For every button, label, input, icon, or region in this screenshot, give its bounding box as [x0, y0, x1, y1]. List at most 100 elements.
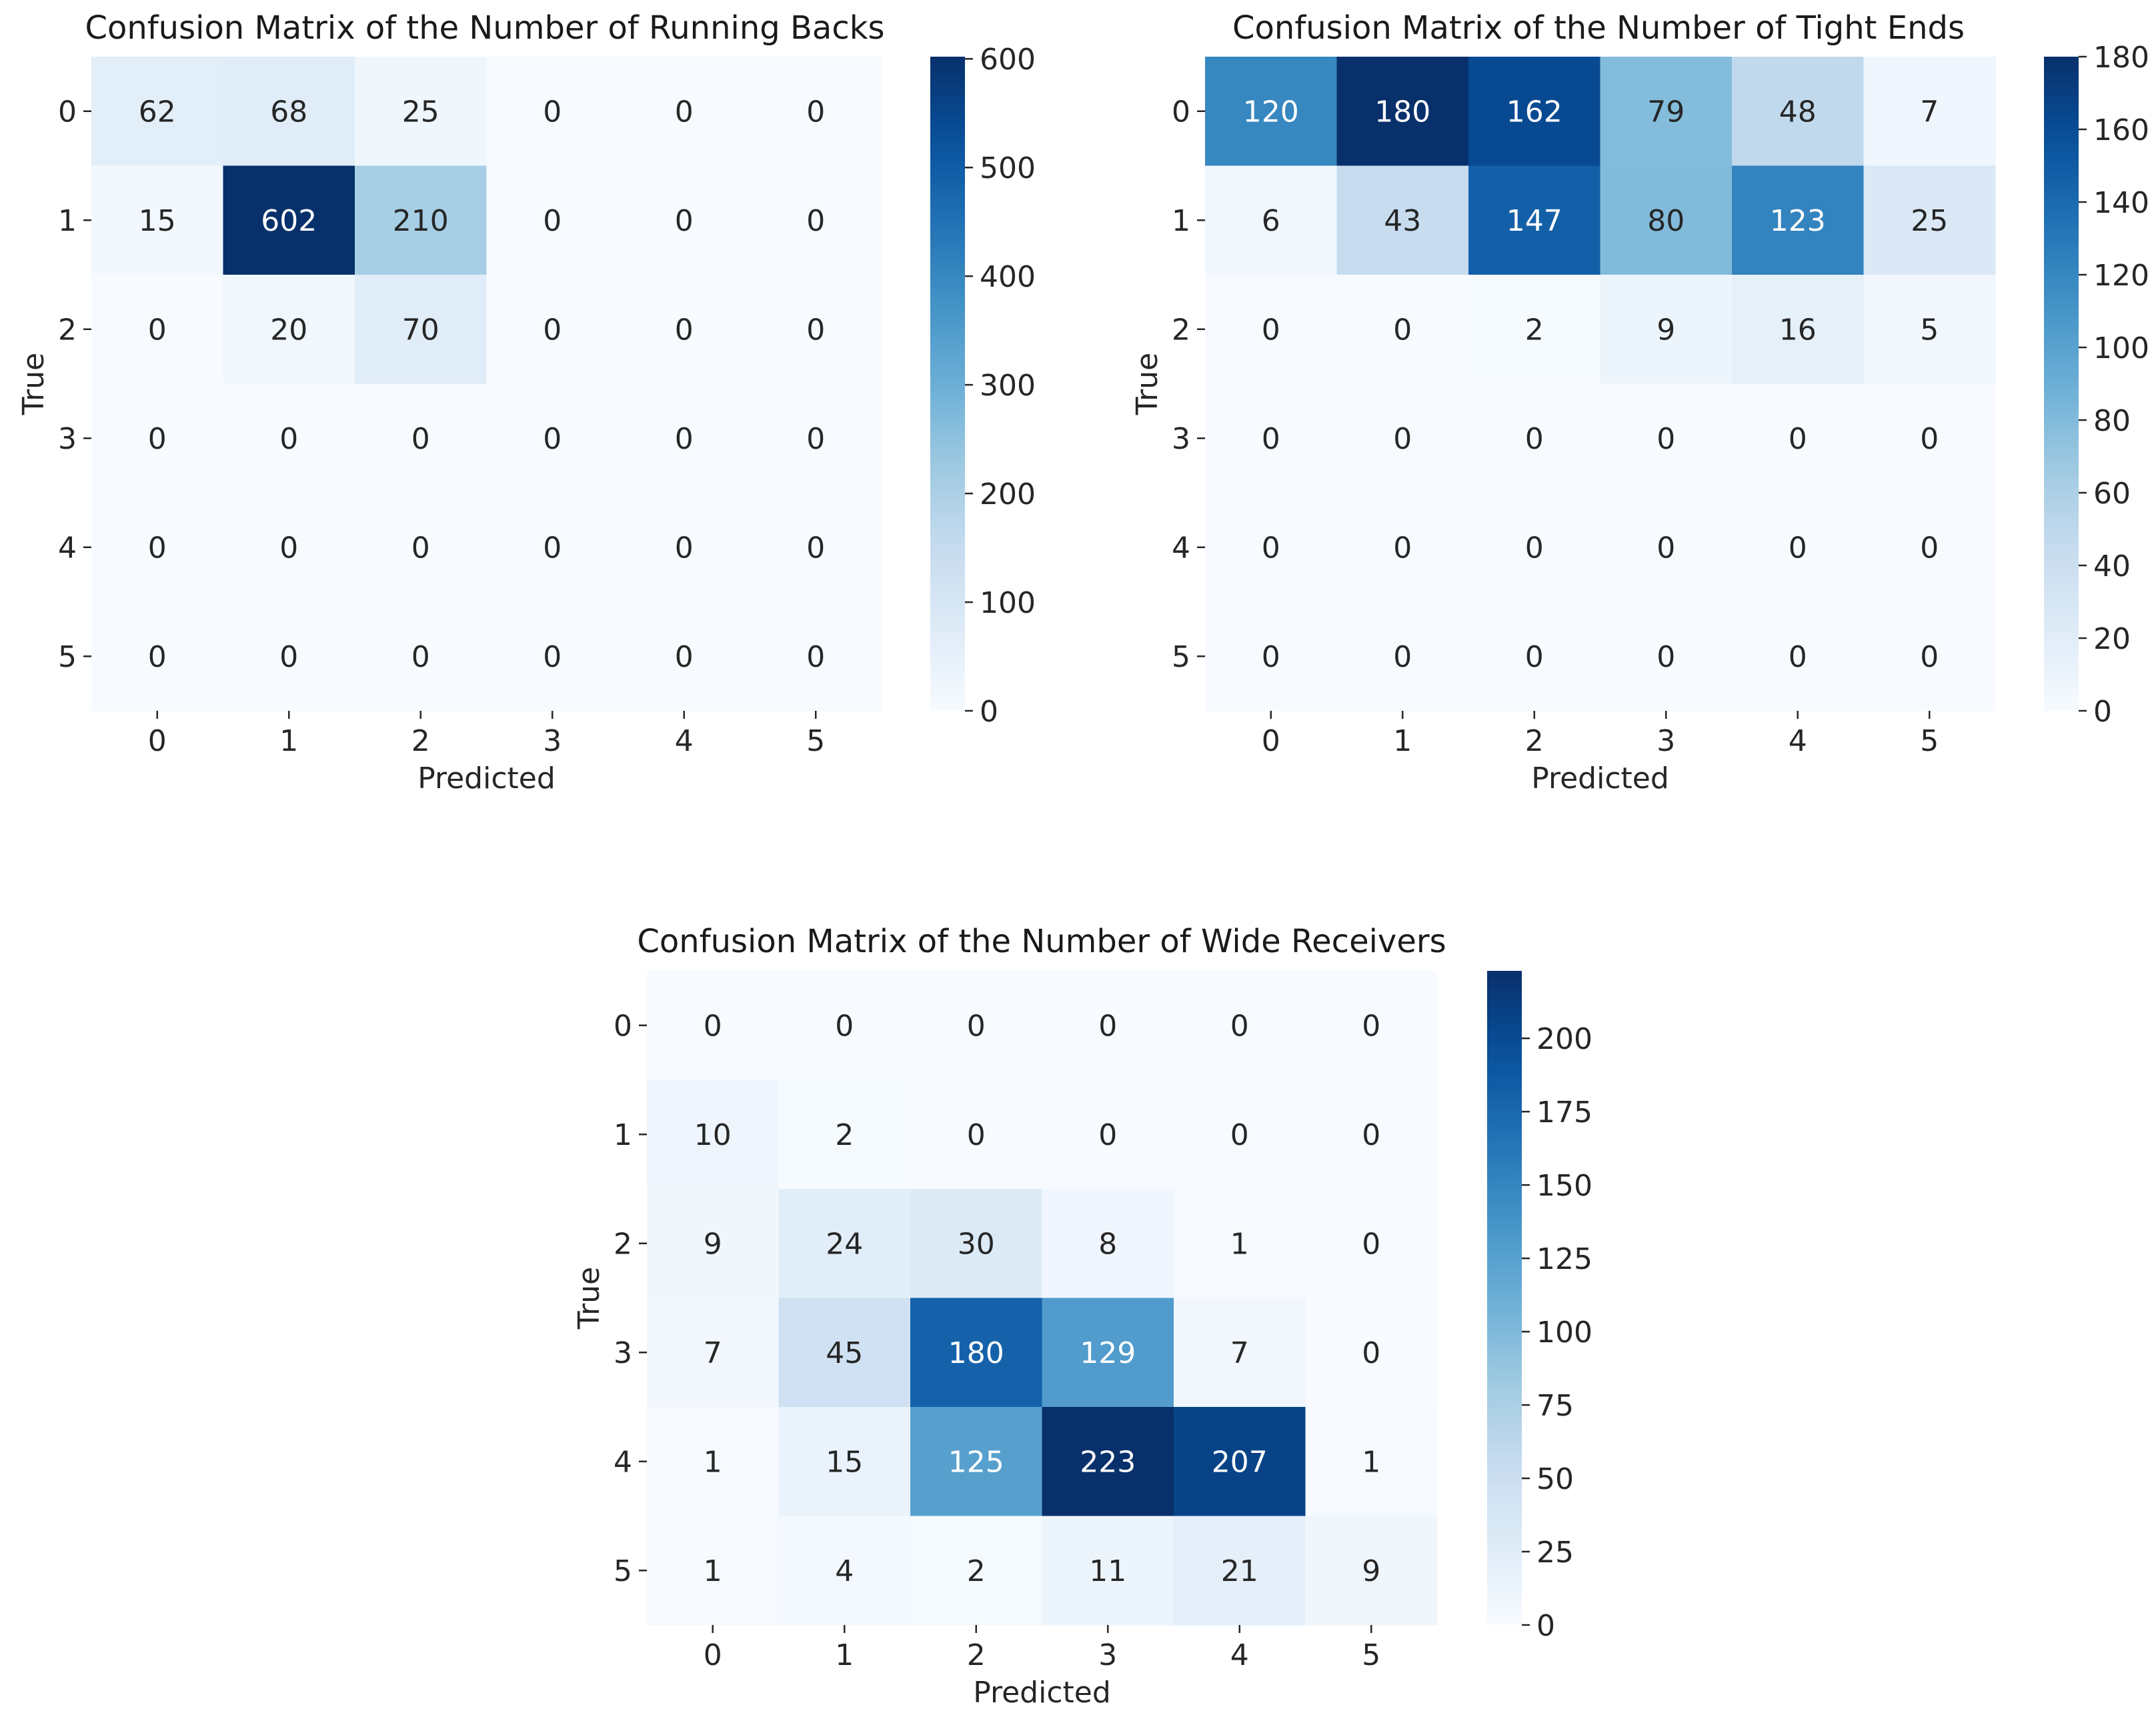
cell-r3-c5 [750, 383, 882, 493]
cell-r4-c4 [1732, 493, 1865, 603]
cell-r4-c5 [750, 493, 882, 603]
cell-r2-c2 [1468, 275, 1601, 385]
cell-value: 223 [1080, 1446, 1136, 1480]
cell-value: 70 [402, 313, 439, 347]
y-tick-label: 5 [1172, 640, 1190, 674]
colorbar [930, 57, 965, 711]
cell-value: 25 [402, 95, 439, 129]
cell-value: 129 [1080, 1336, 1136, 1370]
cell-value: 0 [675, 204, 694, 238]
cell-r2-c1 [223, 275, 355, 385]
y-tick-label: 0 [1172, 95, 1190, 129]
x-tick-label: 2 [967, 1638, 986, 1672]
cell-r1-c1 [1336, 165, 1469, 275]
cell-value: 30 [958, 1228, 995, 1262]
cell-value: 2 [1525, 313, 1544, 347]
cell-r1-c4 [1732, 165, 1865, 275]
cell-r4-c0 [1205, 493, 1338, 603]
cell-r0-c0 [1205, 57, 1338, 167]
cell-value: 1 [1230, 1228, 1249, 1262]
cell-r5-c2 [910, 1516, 1043, 1626]
cell-value: 0 [279, 422, 298, 456]
cell-r5-c4 [1732, 601, 1865, 711]
cell-value: 602 [261, 204, 317, 238]
cell-value: 0 [543, 313, 562, 347]
cell-value: 80 [1647, 204, 1685, 238]
cell-r0-c4 [1732, 57, 1865, 167]
x-tick-label: 0 [1262, 724, 1280, 758]
colorbar-tick-label: 125 [1536, 1242, 1592, 1276]
cell-value: 0 [411, 531, 430, 565]
y-axis-label: True [572, 1267, 606, 1330]
cell-value: 0 [543, 422, 562, 456]
cell-r0-c4 [1174, 971, 1306, 1081]
cell-r1-c1 [223, 165, 355, 275]
colorbar-tick-label: 400 [980, 260, 1036, 294]
cell-r0-c1 [778, 971, 911, 1081]
cell-r3-c3 [1042, 1298, 1174, 1408]
cell-r1-c1 [778, 1080, 911, 1190]
x-tick-label: 2 [411, 724, 430, 758]
colorbar-tick-label: 300 [980, 369, 1036, 403]
cell-r1-c5 [1305, 1080, 1438, 1190]
cell-value: 0 [279, 531, 298, 565]
y-tick-label: 0 [614, 1010, 632, 1044]
cell-r5-c5 [1305, 1516, 1438, 1626]
cell-value: 0 [1789, 640, 1807, 674]
y-tick-label: 4 [1172, 531, 1190, 565]
cell-value: 0 [675, 422, 694, 456]
cell-r3-c1 [778, 1298, 911, 1408]
y-tick-label: 2 [1172, 313, 1190, 347]
cell-r0-c1 [223, 57, 355, 167]
cell-value: 0 [148, 531, 167, 565]
colorbar-tick-label: 100 [1536, 1316, 1592, 1350]
x-tick-label: 3 [543, 724, 562, 758]
x-tick-label: 1 [279, 724, 298, 758]
cell-value: 15 [826, 1446, 863, 1480]
colorbar-tick-label: 600 [980, 43, 1036, 77]
cell-value: 0 [1657, 422, 1675, 456]
x-tick-label: 5 [806, 724, 825, 758]
cell-r1-c0 [1205, 165, 1338, 275]
cell-value: 4 [835, 1554, 854, 1588]
cell-r2-c5 [750, 275, 882, 385]
cell-value: 0 [1920, 531, 1939, 565]
x-axis-label: Predicted [973, 1676, 1111, 1710]
colorbar-tick-label: 100 [2093, 331, 2149, 365]
cell-r5-c3 [1042, 1516, 1174, 1626]
cell-value: 0 [675, 531, 694, 565]
cell-r2-c5 [1305, 1189, 1438, 1299]
cell-r1-c3 [486, 165, 619, 275]
cell-value: 0 [148, 640, 167, 674]
cell-r5-c3 [1600, 601, 1733, 711]
cell-value: 0 [1362, 1228, 1380, 1262]
cell-r5-c0 [647, 1516, 780, 1626]
x-tick-label: 0 [704, 1638, 722, 1672]
cell-r0-c3 [1042, 971, 1174, 1081]
cell-value: 1 [1362, 1446, 1380, 1480]
colorbar-tick-label: 150 [1536, 1169, 1592, 1203]
cell-r3-c2 [910, 1298, 1043, 1408]
cell-r3-c3 [1600, 383, 1733, 493]
x-axis-label: Predicted [417, 761, 556, 795]
cell-value: 0 [675, 640, 694, 674]
y-tick-label: 1 [614, 1118, 632, 1152]
cell-value: 15 [139, 204, 176, 238]
cell-value: 0 [1262, 422, 1280, 456]
cell-value: 0 [1262, 313, 1280, 347]
cell-value: 79 [1647, 95, 1685, 129]
colorbar [2044, 57, 2079, 711]
cell-value: 180 [1374, 95, 1430, 129]
colorbar-tick-label: 100 [980, 586, 1036, 620]
cell-r4-c3 [1042, 1407, 1174, 1517]
cell-r0-c4 [618, 57, 751, 167]
chart-title: Confusion Matrix of the Number of Wide R… [637, 923, 1446, 960]
x-tick-label: 3 [1657, 724, 1675, 758]
cell-value: 24 [826, 1228, 863, 1262]
cell-value: 0 [806, 531, 825, 565]
cell-value: 7 [704, 1336, 722, 1370]
y-tick-label: 4 [58, 531, 77, 565]
colorbar-tick-label: 80 [2093, 404, 2131, 438]
cell-value: 0 [543, 95, 562, 129]
cell-value: 0 [1789, 422, 1807, 456]
